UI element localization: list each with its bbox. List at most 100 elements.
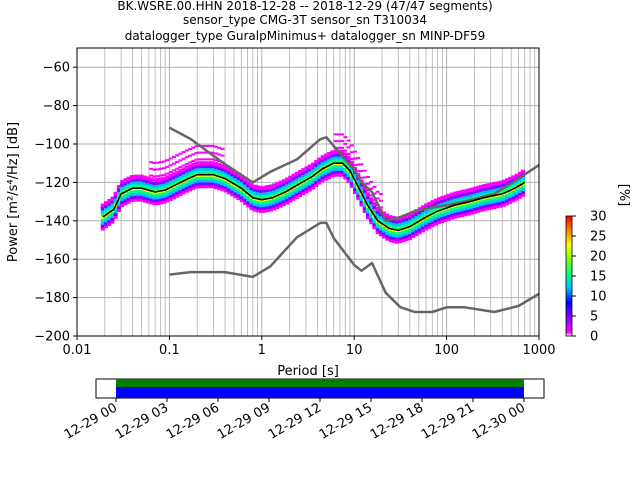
heatmap-cell [459,213,464,218]
heatmap-cell [220,187,225,192]
heatmap-cell [178,192,183,197]
heatmap-cell [129,195,134,200]
heatmap-cell [239,192,244,197]
y-tick-label: −180 [34,291,70,306]
heatmap-cell [162,194,167,199]
heatmap-cell [372,222,377,227]
heatmap-cell [201,184,206,189]
heatmap-cell [194,170,199,175]
heatmap-cell [249,200,254,205]
heatmap-cell [149,186,154,191]
heatmap-cell [188,161,193,164]
heatmap-cell [113,194,118,199]
heatmap-cell [365,215,370,220]
heatmap-cell [285,177,290,182]
heatmap-cell [188,147,193,150]
heatmap-cell [158,183,163,188]
heatmap-cell [395,222,400,227]
heatmap-cell [401,235,406,240]
heatmap-cell [349,183,354,188]
heatmap-cell [175,193,180,198]
heatmap-cell [304,166,309,171]
heatmap-cell [466,191,471,196]
heatmap-cell [162,196,167,201]
heatmap-cell [420,205,425,210]
heatmap-cell [226,190,231,195]
heatmap-cell [288,195,293,200]
heatmap-cell [175,154,180,157]
heatmap-cell [391,236,396,241]
heatmap-cell [165,184,170,189]
heatmap-cell [333,133,338,136]
heatmap-cell [158,197,163,202]
colorbar [565,215,573,337]
heatmap-cell [301,188,306,193]
x-tick-label: 1 [258,343,266,358]
heatmap-cell [281,199,286,204]
heatmap-cell [469,202,474,207]
heatmap-cell [188,187,193,192]
heatmap-cell [255,205,260,210]
heatmap-cell [204,178,209,183]
heatmap-cell [401,223,406,228]
heatmap-cell [323,170,328,175]
heatmap-cell [382,234,387,239]
heatmap-cell [136,197,141,202]
heatmap-cell [255,193,260,198]
heatmap-cell [155,177,160,182]
heatmap-cell [336,164,341,169]
heatmap-cell [230,186,235,191]
heatmap-cell [411,216,416,221]
heatmap-cell [398,236,403,241]
heatmap-cell [398,224,403,229]
heatmap-cell [459,198,464,203]
heatmap-cell [239,183,244,188]
heatmap-cell [327,174,332,179]
heatmap-cell [116,199,121,204]
heatmap-cell [217,177,222,182]
heatmap-cell [194,151,199,154]
heatmap-cell [294,177,299,182]
heatmap-cell [395,233,400,238]
heatmap-cell [505,201,510,206]
heatmap-cell [450,215,455,220]
heatmap-cell [359,170,364,173]
heatmap-cell [327,160,332,165]
heatmap-cell [175,187,180,192]
heatmap-cell [116,205,121,210]
heatmap-cell [333,152,338,157]
heatmap-cell [353,175,358,180]
heatmap-cell [517,177,522,182]
heatmap-cell [414,223,419,228]
heatmap-cell [314,162,319,167]
colorbar-tick-label: 0 [590,330,598,345]
heatmap-cell [110,202,115,207]
heatmap-cell [427,219,432,224]
heatmap-cell [113,211,118,216]
y-tick-label: −60 [43,61,70,76]
heatmap-cell [317,174,322,179]
heatmap-cell [369,194,374,197]
heatmap-cell [427,216,432,221]
heatmap-cell [201,144,206,147]
heatmap-cell [333,149,338,154]
heatmap-cell [495,204,500,209]
heatmap-cell [375,207,380,212]
heatmap-cell [375,212,380,217]
heatmap-cell [268,190,273,195]
heatmap-cell [152,201,157,206]
heatmap-cell [320,172,325,177]
heatmap-cell [175,161,180,164]
heatmap-cell [288,198,293,203]
heatmap-cell [466,208,471,213]
heatmap-cell [146,182,151,187]
heatmap-cell [291,173,296,178]
heatmap-cell [158,161,163,164]
heatmap-cell [398,233,403,238]
heatmap-cell [446,208,451,213]
heatmap-cell [414,229,419,234]
heatmap-cell [259,209,264,214]
heatmap-cell [327,172,332,177]
heatmap-cell [291,179,296,184]
heatmap-cell [288,192,293,197]
